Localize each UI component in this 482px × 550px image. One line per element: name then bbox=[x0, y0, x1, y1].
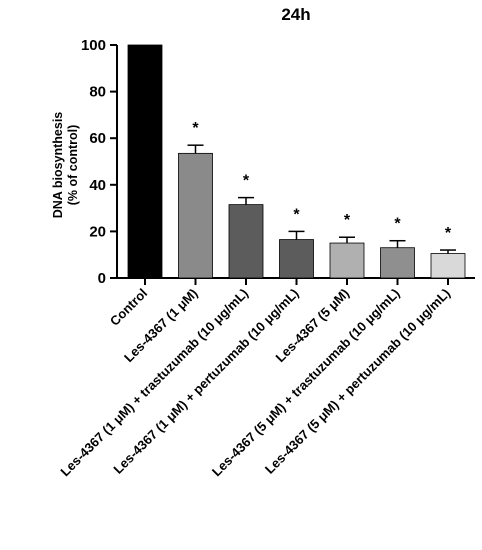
bar bbox=[329, 242, 365, 279]
y-tick-label: 40 bbox=[89, 177, 106, 194]
x-tick-label: Les-4367 (1 μM) + trastuzumab (10 μg/mL) bbox=[57, 286, 251, 480]
x-tick-label: Les-4367 (5 μM) + pertuzumab (10 μg/mL) bbox=[262, 286, 453, 477]
significance-marker: * bbox=[445, 225, 452, 242]
y-tick-label: 0 bbox=[98, 270, 106, 287]
bar bbox=[127, 44, 163, 279]
y-tick-label: 60 bbox=[89, 130, 106, 147]
y-tick-label: 80 bbox=[89, 84, 106, 101]
bar bbox=[178, 152, 213, 279]
bar bbox=[430, 253, 466, 279]
y-axis-label-line-2: (% of control) bbox=[66, 125, 80, 206]
significance-marker: * bbox=[243, 173, 250, 190]
significance-marker: * bbox=[293, 206, 300, 223]
y-tick-label: 100 bbox=[81, 37, 106, 54]
bar bbox=[279, 239, 314, 279]
y-axis-label-line-1: DNA biosynthesis bbox=[51, 112, 65, 219]
y-tick-label: 20 bbox=[89, 223, 106, 240]
y-axis-label: DNA biosynthesis (% of control) bbox=[51, 112, 80, 219]
bar bbox=[380, 247, 415, 279]
bar bbox=[228, 204, 264, 279]
significance-marker: * bbox=[344, 212, 351, 229]
x-tick-label: Les-4367 (5 μM) + trastuzumab (10 μg/mL) bbox=[209, 286, 403, 480]
significance-marker: * bbox=[192, 120, 199, 137]
x-tick-label: Les-4367 (1 μM) + pertuzumab (10 μg/mL) bbox=[110, 286, 301, 477]
x-tick-label: Control bbox=[107, 286, 150, 329]
significance-marker: * bbox=[394, 216, 401, 233]
chart-title: 24h bbox=[281, 5, 310, 24]
